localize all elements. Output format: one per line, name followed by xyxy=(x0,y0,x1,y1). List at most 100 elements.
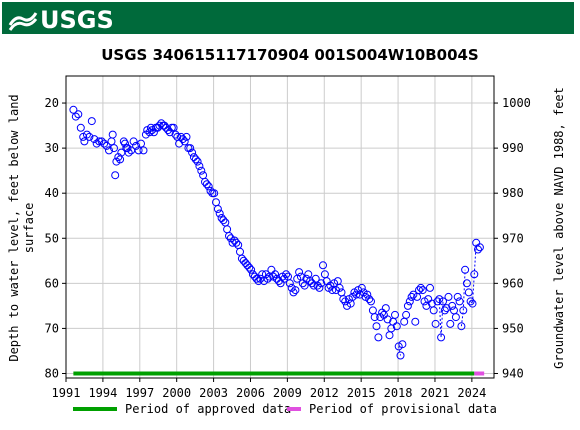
data-point xyxy=(411,317,420,326)
data-point xyxy=(252,274,261,283)
data-point xyxy=(459,306,468,315)
data-point xyxy=(132,141,141,150)
data-point xyxy=(254,277,263,286)
data-point xyxy=(124,148,133,157)
data-point xyxy=(352,290,361,299)
data-point xyxy=(374,333,383,342)
data-point xyxy=(418,286,427,295)
data-point xyxy=(111,171,120,180)
x-tick-label: 2000 xyxy=(162,386,191,400)
data-point xyxy=(223,225,232,234)
data-point xyxy=(191,155,200,164)
y-left-tick-label: 60 xyxy=(45,276,59,290)
data-point xyxy=(188,148,197,157)
data-point xyxy=(291,286,300,295)
data-point xyxy=(368,306,377,315)
data-point xyxy=(137,139,145,148)
data-point xyxy=(317,279,326,288)
data-point xyxy=(201,177,209,186)
data-point xyxy=(210,189,219,198)
data-point xyxy=(129,137,138,146)
data-point xyxy=(186,144,195,153)
data-point xyxy=(320,270,329,279)
data-point xyxy=(415,286,423,295)
x-tick-label: 2018 xyxy=(384,386,413,400)
data-point xyxy=(319,261,327,270)
grid xyxy=(65,76,494,378)
data-point xyxy=(289,288,298,297)
data-point xyxy=(74,110,83,119)
data-point xyxy=(204,182,213,191)
dashed-connectors xyxy=(398,242,477,356)
data-point xyxy=(80,137,89,146)
plot-area xyxy=(65,75,495,379)
data-point xyxy=(453,292,462,301)
data-point xyxy=(335,283,344,292)
y-axis-right-label: Groundwater level above NAVD 1988, feet xyxy=(552,87,566,369)
legend: Period of approved data Period of provis… xyxy=(73,402,497,416)
y-axis-left-ticks: 20 30 40 50 60 70 80 xyxy=(45,96,66,380)
data-point xyxy=(97,137,106,146)
data-point xyxy=(100,139,109,148)
y-left-tick-label: 40 xyxy=(45,186,59,200)
y-left-tick-label: 50 xyxy=(45,231,59,245)
data-point xyxy=(475,243,484,252)
data-point xyxy=(396,351,405,360)
data-point xyxy=(466,297,475,306)
data-point xyxy=(105,146,113,155)
data-point xyxy=(378,308,387,317)
data-point xyxy=(267,265,276,274)
data-point xyxy=(402,310,411,319)
data-point xyxy=(448,301,457,310)
data-point xyxy=(195,162,204,171)
data-point xyxy=(357,283,366,292)
data-point xyxy=(107,137,116,146)
data-point xyxy=(468,299,477,308)
data-point xyxy=(232,238,241,247)
data-point xyxy=(315,283,324,292)
y-axis-left-label-line1: Depth to water level, feet below land xyxy=(7,94,21,361)
data-point xyxy=(464,288,473,297)
data-point xyxy=(199,171,208,180)
data-point xyxy=(189,153,198,162)
data-point xyxy=(282,270,291,279)
data-points xyxy=(69,105,484,360)
data-point xyxy=(271,270,280,279)
data-point xyxy=(444,292,453,301)
data-point xyxy=(90,135,99,144)
data-point xyxy=(76,123,85,132)
data-point xyxy=(391,310,399,319)
y-right-tick-label: 950 xyxy=(502,321,524,335)
y-left-tick-label: 80 xyxy=(45,366,59,380)
data-point xyxy=(462,279,471,288)
y-right-tick-label: 970 xyxy=(502,231,524,245)
data-point xyxy=(426,283,434,292)
data-point xyxy=(461,265,470,274)
chart-title: USGS 340615117170904 001S004W10B004S xyxy=(101,46,479,64)
y-right-tick-label: 990 xyxy=(502,141,524,155)
data-point xyxy=(407,292,416,301)
data-point xyxy=(440,306,449,315)
data-point xyxy=(370,313,379,322)
data-point xyxy=(470,270,479,279)
data-point xyxy=(457,322,466,331)
data-point xyxy=(431,319,440,328)
legend-approved-label: Period of approved data xyxy=(125,402,291,416)
data-point xyxy=(416,283,425,292)
data-point xyxy=(225,232,233,240)
y-axis-left-label-line2: surface xyxy=(22,203,36,254)
data-point xyxy=(446,319,455,328)
data-point xyxy=(437,333,446,342)
data-point xyxy=(213,205,222,213)
data-point xyxy=(217,214,226,222)
dashed-connector xyxy=(470,242,477,305)
x-tick-label: 2003 xyxy=(199,386,228,400)
y-axis-right-ticks: 940 950 960 970 980 990 1000 xyxy=(494,96,531,380)
data-point xyxy=(228,238,237,247)
data-point xyxy=(180,137,189,146)
data-point xyxy=(202,180,211,189)
data-point xyxy=(85,132,94,141)
y-right-tick-label: 1000 xyxy=(502,96,531,110)
data-point xyxy=(450,306,458,315)
